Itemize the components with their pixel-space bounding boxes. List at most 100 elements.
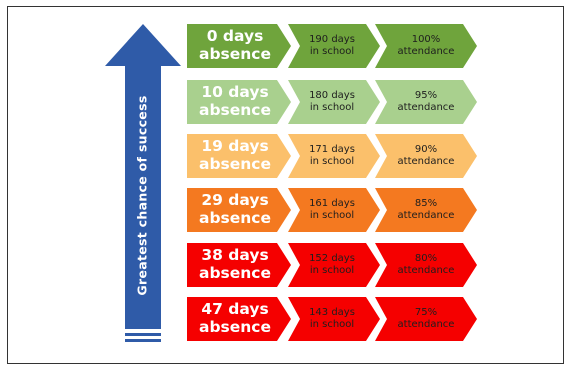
attendance-chevron-text: 90% attendance: [387, 134, 465, 178]
school-days-chevron-text: 171 days in school: [300, 134, 364, 178]
attendance-chevron: 75% attendance: [375, 297, 477, 341]
school-days-chevron: 161 days in school: [288, 188, 380, 232]
school-days-chevron: 171 days in school: [288, 134, 380, 178]
school-label: in school: [309, 319, 355, 330]
school-days-chevron-text: 161 days in school: [300, 188, 364, 232]
arrow-stripe: [125, 339, 161, 342]
attendance-row: 0 days absence 190 days in school 100% attend…: [187, 24, 477, 68]
chevron-shape: [288, 134, 380, 178]
absence-chevron-text: 0 days absence: [191, 24, 279, 68]
attendance-pct: 100%: [411, 34, 441, 45]
absence-days: 10 days: [201, 83, 269, 102]
attendance-row: 10 days absence 180 days in school 95% attend…: [187, 80, 477, 124]
attendance-label: attendance: [397, 46, 455, 57]
absence-days: 0 days: [206, 27, 264, 46]
absence-label: absence: [198, 264, 272, 282]
school-days-chevron-text: 180 days in school: [300, 80, 364, 124]
attendance-label: attendance: [397, 265, 455, 276]
absence-label: absence: [198, 155, 272, 173]
school-days-chevron: 190 days in school: [288, 24, 380, 68]
attendance-chevron: 85% attendance: [375, 188, 477, 232]
school-label: in school: [309, 46, 355, 57]
school-label: in school: [309, 210, 355, 221]
absence-label: absence: [198, 318, 272, 336]
attendance-label: attendance: [397, 210, 455, 221]
attendance-chevron: 90% attendance: [375, 134, 477, 178]
chevron-shape: [375, 297, 477, 341]
school-days-chevron: 143 days in school: [288, 297, 380, 341]
school-label: in school: [309, 265, 355, 276]
chevron-shape: [187, 80, 291, 124]
attendance-chevron-text: 100% attendance: [387, 24, 465, 68]
chevron-shape: [187, 24, 291, 68]
chevron-shape: [288, 80, 380, 124]
school-days-chevron: 180 days in school: [288, 80, 380, 124]
absence-chevron: 29 days absence: [187, 188, 291, 232]
attendance-label: attendance: [397, 156, 455, 167]
up-arrow-icon: [105, 24, 181, 342]
absence-days: 47 days: [201, 300, 269, 319]
side-label: Greatest chance of success: [134, 94, 150, 296]
chevron-shape: [187, 134, 291, 178]
arrow-stripe: [125, 333, 161, 336]
absence-chevron: 10 days absence: [187, 80, 291, 124]
absence-chevron-text: 10 days absence: [191, 80, 279, 124]
chevron-shape: [288, 243, 380, 287]
attendance-row: 19 days absence 171 days in school 90% attend…: [187, 134, 477, 178]
absence-chevron-text: 47 days absence: [191, 297, 279, 341]
absence-days: 29 days: [201, 191, 269, 210]
school-days: 152 days: [309, 253, 355, 264]
attendance-pct: 85%: [414, 198, 438, 209]
attendance-chevron: 95% attendance: [375, 80, 477, 124]
arrow-label: Greatest chance of success: [102, 90, 182, 300]
attendance-chevron-text: 75% attendance: [387, 297, 465, 341]
attendance-row: 47 days absence 143 days in school 75% attend…: [187, 297, 477, 341]
school-days-chevron-text: 190 days in school: [300, 24, 364, 68]
attendance-row: 29 days absence 161 days in school 85% attend…: [187, 188, 477, 232]
school-days: 171 days: [309, 144, 355, 155]
absence-chevron-text: 38 days absence: [191, 243, 279, 287]
attendance-pct: 80%: [414, 253, 438, 264]
absence-label: absence: [198, 45, 272, 63]
chevron-shape: [187, 188, 291, 232]
absence-label: absence: [198, 101, 272, 119]
chevron-shape: [187, 243, 291, 287]
chevron-shape: [187, 297, 291, 341]
school-label: in school: [309, 156, 355, 167]
chevron-shape: [375, 80, 477, 124]
absence-chevron: 19 days absence: [187, 134, 291, 178]
chevron-shape: [288, 188, 380, 232]
absence-chevron-text: 19 days absence: [191, 134, 279, 178]
school-days-chevron: 152 days in school: [288, 243, 380, 287]
school-days: 180 days: [309, 90, 355, 101]
attendance-row: 38 days absence 152 days in school 80% attend…: [187, 243, 477, 287]
absence-chevron: 0 days absence: [187, 24, 291, 68]
chevron-shape: [375, 188, 477, 232]
school-days: 190 days: [309, 34, 355, 45]
absence-chevron: 38 days absence: [187, 243, 291, 287]
school-days-chevron-text: 152 days in school: [300, 243, 364, 287]
absence-chevron: 47 days absence: [187, 297, 291, 341]
attendance-chevron-text: 95% attendance: [387, 80, 465, 124]
attendance-chevron-text: 80% attendance: [387, 243, 465, 287]
absence-chevron-text: 29 days absence: [191, 188, 279, 232]
school-days: 161 days: [309, 198, 355, 209]
attendance-pct: 95%: [414, 90, 438, 101]
attendance-pct: 75%: [414, 307, 438, 318]
school-days: 143 days: [309, 307, 355, 318]
attendance-pct: 90%: [414, 144, 438, 155]
school-label: in school: [309, 102, 355, 113]
absence-days: 19 days: [201, 137, 269, 156]
chevron-shape: [375, 243, 477, 287]
infographic-frame: [7, 6, 564, 364]
chevron-shape: [288, 297, 380, 341]
attendance-label: attendance: [397, 319, 455, 330]
absence-days: 38 days: [201, 246, 269, 265]
chevron-shape: [288, 24, 380, 68]
school-days-chevron-text: 143 days in school: [300, 297, 364, 341]
arrow-head: [105, 24, 181, 329]
chevron-shape: [375, 24, 477, 68]
attendance-label: attendance: [397, 102, 455, 113]
attendance-chevron-text: 85% attendance: [387, 188, 465, 232]
attendance-chevron: 100% attendance: [375, 24, 477, 68]
